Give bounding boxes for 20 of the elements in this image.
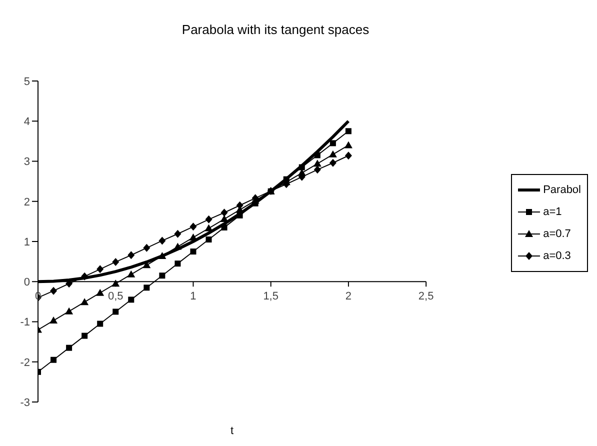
x-tick-label: 2,5 [418, 290, 434, 303]
y-tick-label: -1 [20, 316, 30, 329]
chart-title: Parabola with its tangent spaces [180, 22, 370, 37]
y-tick-label: 4 [24, 116, 30, 128]
y-tick-label: 1 [24, 236, 30, 248]
y-tick-label: 0 [24, 276, 30, 289]
y-tick-label: -3 [20, 396, 30, 409]
legend-label: a=0.3 [543, 250, 571, 262]
y-tick-label: -2 [20, 356, 30, 369]
x-tick-label: 1 [190, 290, 196, 303]
x-tick-label: 0,5 [108, 290, 124, 303]
x-axis-title: t [230, 425, 234, 437]
legend-label: a=1 [543, 206, 562, 218]
y-tick-label: 3 [24, 156, 30, 168]
x-tick-label: 1,5 [263, 290, 278, 303]
x-tick-label: 2 [345, 290, 352, 303]
y-tick-label: 2 [24, 196, 30, 208]
legend-label: a=0.7 [543, 228, 571, 240]
y-tick-label: 5 [24, 76, 30, 88]
legend-label: Parabol [543, 184, 581, 196]
